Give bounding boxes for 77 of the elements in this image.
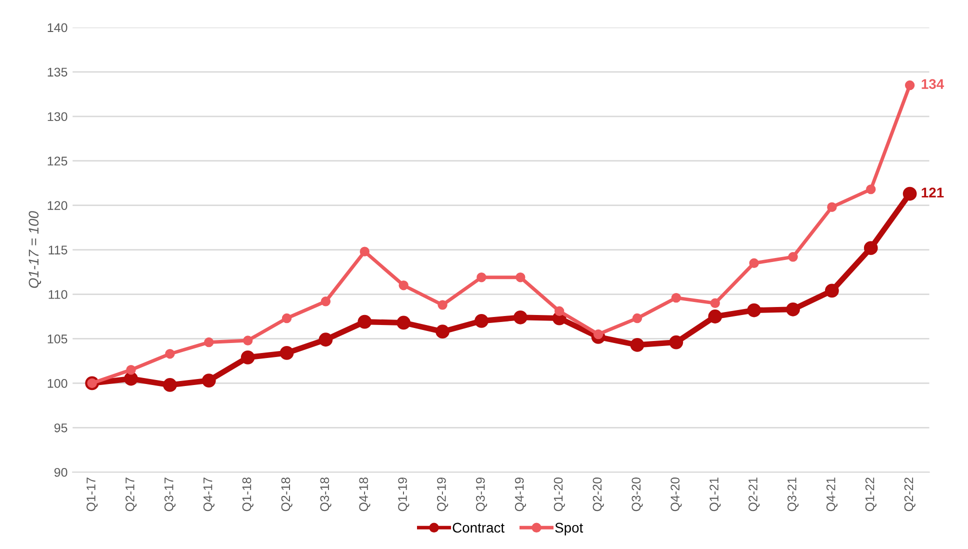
point [280,346,294,360]
point [202,374,216,388]
point [827,202,837,212]
point [438,300,448,310]
y-tick-label: 90 [54,468,68,477]
point [864,241,878,255]
x-tick-label: Q3-18 [320,478,332,512]
x-tick-label: Q2-21 [748,478,760,512]
point [396,316,411,330]
x-tick-label: Q4-18 [359,478,370,512]
point [282,313,292,324]
point [436,324,450,339]
y-tick-label: 140 [48,23,68,32]
point [320,296,331,306]
x-tick-label: Q3-17 [164,478,176,512]
y-tick-label: 115 [48,246,68,254]
x-tick-label: Q2-19 [437,478,448,512]
point [630,338,644,352]
point [513,310,528,324]
point [824,284,839,298]
y-tick-label: 120 [48,201,68,210]
point [632,313,642,324]
y-tick-label: 135 [48,68,68,77]
point [710,298,720,308]
y-tick-label: 105 [48,334,68,344]
x-tick-label: Q3-21 [787,478,799,512]
y-tick-label: 100 [48,379,68,388]
x-tick-label: Q1-22 [865,478,876,512]
y-tick-label: 95 [54,423,68,432]
point [476,272,486,282]
x-tick-label: Q4-21 [826,478,838,512]
data-label: 121 [922,188,944,198]
x-tick-label: Q4-19 [514,478,526,512]
point [749,258,759,268]
point [126,365,136,375]
point [866,184,876,194]
x-tick-label: Q1-17 [86,478,98,512]
point [124,372,138,386]
point [902,186,917,201]
point [671,292,682,303]
point [747,303,761,318]
x-tick-label: Q3-19 [476,478,488,512]
point [786,302,800,316]
point [318,332,333,347]
x-tick-label: Q1-21 [710,478,721,512]
point [516,272,526,282]
x-tick-label: Q3-20 [632,477,643,512]
point [165,348,175,359]
point [240,350,255,364]
y-axis-title: Q1-17 = 100 [28,211,42,288]
x-tick-label: Q2-22 [904,478,916,512]
point [358,314,372,329]
x-tick-label: Q1-18 [242,478,254,512]
x-tick-label: Q2-20 [592,477,604,512]
point [360,246,370,256]
x-tick-label: Q2-17 [126,478,137,512]
y-tick-label: 130 [48,112,68,122]
x-tick-label: Q4-17 [203,478,214,512]
x-tick-label: Q1-20 [554,477,565,512]
point [242,336,253,346]
point [204,337,214,348]
point [398,280,408,290]
point [708,310,722,324]
x-tick-label: Q1-19 [398,478,410,512]
point [554,306,564,316]
point [163,378,177,392]
x-tick-label: Q4-20 [670,477,682,512]
point [904,80,915,90]
data-label: 134 [922,79,944,90]
point [788,252,798,262]
point [669,335,684,350]
legend-label: Spot [555,522,584,536]
x-tick-label: Q2-18 [281,478,292,512]
legend-label: Contract [452,522,504,533]
y-tick-label: 110 [48,290,68,299]
y-tick-label: 125 [48,156,68,166]
point [474,314,488,328]
